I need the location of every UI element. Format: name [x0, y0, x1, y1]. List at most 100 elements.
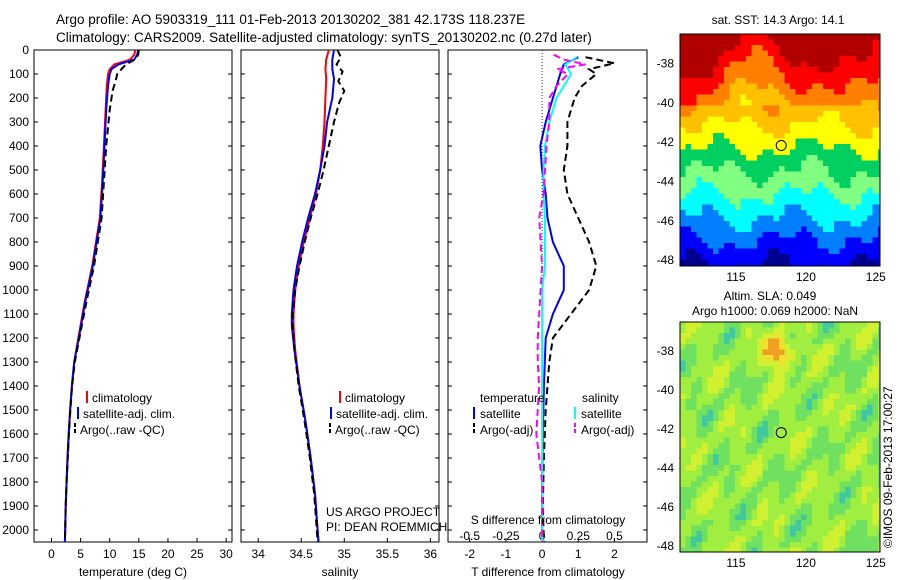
- sla-cell: [718, 498, 725, 504]
- sst-cell: [724, 160, 730, 167]
- sst-cell: [729, 232, 736, 238]
- sla-cell: [817, 509, 824, 515]
- sla-cell: [823, 333, 829, 339]
- sst-cell: [817, 94, 824, 101]
- sst-cell: [751, 188, 758, 194]
- sla-cell: [762, 487, 769, 493]
- sla-cell: [801, 437, 807, 444]
- sst-cell: [762, 127, 769, 134]
- sst-cell: [823, 188, 829, 194]
- sla-cell: [828, 410, 835, 416]
- sla-cell: [757, 487, 763, 493]
- sla-cell: [696, 410, 703, 416]
- sla-cell: [779, 388, 785, 394]
- sst-cell: [812, 160, 818, 167]
- sst-cell: [691, 171, 697, 178]
- sst-cell: [773, 133, 780, 139]
- sst-cell: [773, 67, 780, 73]
- sla-cell: [861, 492, 868, 499]
- sla-cell: [718, 355, 725, 361]
- sla-cell: [806, 443, 813, 449]
- sst-cell: [850, 72, 857, 79]
- sst-cell: [806, 221, 813, 227]
- sla-cell: [729, 443, 736, 449]
- sla-cell: [867, 421, 873, 427]
- sla-cell: [718, 531, 725, 537]
- sla-cell: [828, 399, 835, 405]
- sla-cell: [823, 459, 829, 466]
- sla-cell: [872, 388, 879, 394]
- sla-cell: [817, 366, 824, 372]
- sst-cell: [757, 193, 763, 200]
- sla-cell: [773, 404, 780, 411]
- sla-cell: [795, 349, 802, 356]
- sst-cell: [746, 166, 752, 172]
- sst-cell: [768, 215, 774, 222]
- sst-cell: [724, 105, 730, 112]
- sla-cell: [872, 371, 879, 378]
- sst-cell: [779, 149, 785, 156]
- sla-cell: [828, 437, 835, 444]
- sst-cell: [696, 160, 703, 167]
- sla-cell: [856, 542, 862, 548]
- sst-cell: [856, 94, 862, 101]
- sla-cell: [856, 360, 862, 367]
- sla-cell: [834, 338, 840, 345]
- sst-cell: [828, 39, 835, 46]
- sst-cell: [790, 111, 796, 117]
- map-x-tick-label: 115: [726, 270, 745, 284]
- sst-cell: [817, 67, 824, 73]
- sst-cell: [867, 210, 873, 216]
- sst-cell: [729, 221, 736, 227]
- sst-cell: [817, 166, 824, 172]
- sla-cell: [839, 487, 846, 493]
- sla-cell: [751, 421, 758, 427]
- sla-cell: [845, 399, 851, 405]
- sla-cell: [817, 322, 824, 328]
- sla-cell: [779, 542, 785, 548]
- sst-cell: [784, 243, 791, 249]
- sla-cell: [806, 366, 813, 372]
- sst-cell: [839, 259, 846, 266]
- sla-cell: [740, 470, 747, 477]
- sla-cell: [768, 432, 774, 438]
- sst-cell: [740, 61, 747, 68]
- sst-cell: [812, 34, 818, 40]
- sst-cell: [773, 149, 780, 156]
- sla-cell: [740, 355, 747, 361]
- sst-cell: [773, 243, 780, 249]
- sst-cell: [768, 105, 774, 112]
- legend-label-s-argo: Argo(-adj): [581, 423, 634, 437]
- sla-cell: [823, 454, 829, 460]
- sla-cell: [740, 498, 747, 504]
- sst-cell: [762, 116, 769, 123]
- sla-cell: [740, 322, 747, 328]
- sst-cell: [850, 133, 857, 139]
- sst-cell: [707, 248, 714, 255]
- sst-cell: [812, 259, 818, 266]
- sst-cell: [828, 232, 835, 238]
- sst-cell: [713, 177, 719, 183]
- sla-cell: [806, 322, 813, 328]
- sst-cell: [784, 259, 791, 266]
- sla-cell: [828, 514, 835, 521]
- sla-cell: [823, 388, 829, 394]
- sst-cell: [801, 105, 807, 112]
- sla-cell: [768, 410, 774, 416]
- sla-cell: [790, 377, 796, 383]
- sst-cell: [696, 122, 703, 128]
- sla-cell: [713, 410, 719, 416]
- sst-cell: [812, 45, 818, 51]
- sst-cell: [839, 166, 846, 172]
- sla-cell: [834, 542, 840, 548]
- sst-cell: [751, 171, 758, 178]
- sla-cell: [806, 437, 813, 444]
- sla-cell: [685, 432, 692, 438]
- sst-cell: [702, 83, 708, 90]
- sla-cell: [724, 448, 730, 455]
- sst-cell: [729, 226, 736, 233]
- sst-cell: [702, 127, 708, 134]
- sst-cell: [707, 127, 714, 134]
- sla-cell: [685, 437, 692, 444]
- sst-cell: [702, 78, 708, 84]
